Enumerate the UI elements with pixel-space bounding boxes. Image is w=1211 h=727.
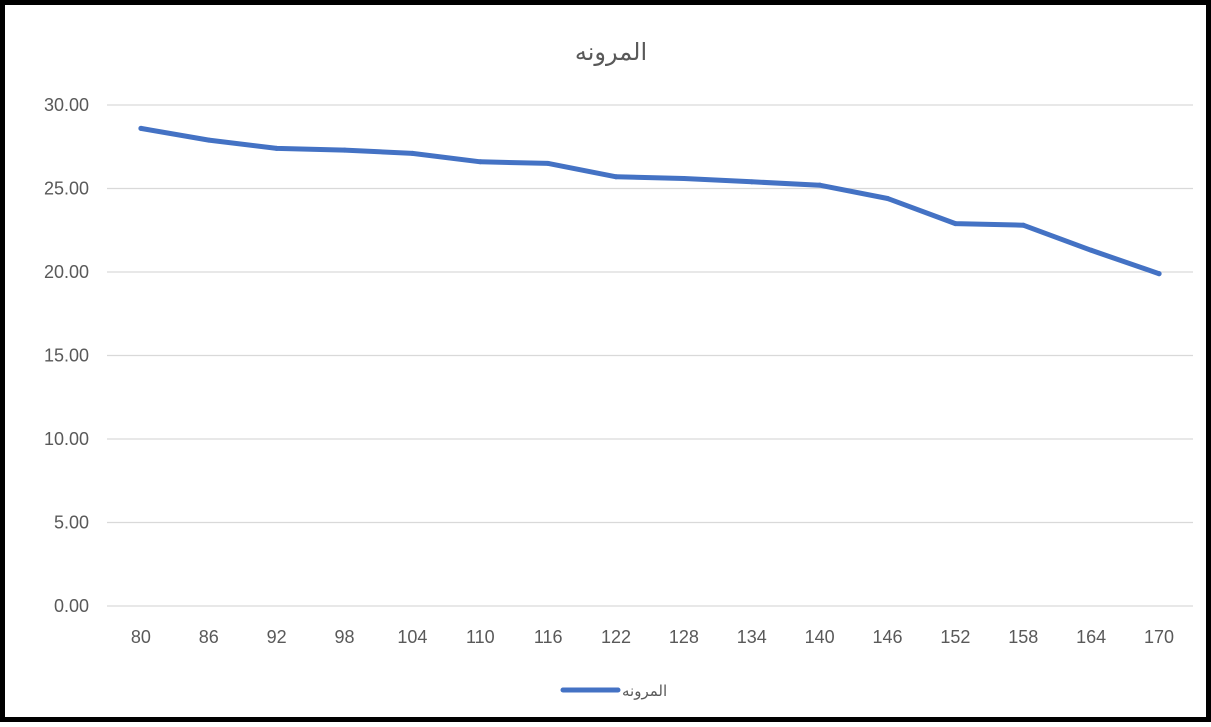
x-tick-label: 128 (669, 627, 699, 647)
data-point (681, 175, 687, 181)
x-axis-ticks: 80 86 92 98 104 110 116 122 128 134 140 146 152 158 16… (131, 627, 1174, 647)
x-tick-label: 134 (737, 627, 767, 647)
data-point (138, 125, 144, 131)
x-tick-label: 170 (1144, 627, 1174, 647)
y-tick-label: 25.00 (44, 179, 89, 199)
y-tick-label: 30.00 (44, 95, 89, 115)
x-tick-label: 104 (397, 627, 427, 647)
data-point (1020, 222, 1026, 228)
line-chart: المرونه 0.00 5.00 10.00 15.00 20.00 25.00 30.0… (44, 38, 1193, 700)
legend: المرونه (560, 682, 667, 700)
y-tick-label: 10.00 (44, 429, 89, 449)
x-tick-label: 110 (466, 627, 495, 647)
series-line (138, 125, 1162, 277)
gridlines (107, 104, 1193, 607)
x-tick-label: 122 (601, 627, 631, 647)
data-point (885, 196, 891, 202)
x-tick-label: 164 (1076, 627, 1106, 647)
data-point (613, 174, 619, 180)
x-tick-label: 80 (131, 627, 151, 647)
y-tick-label: 5.00 (54, 513, 89, 533)
data-point (749, 179, 755, 185)
x-tick-label: 152 (940, 627, 970, 647)
x-tick-label: 146 (873, 627, 903, 647)
chart-title: المرونه (575, 38, 647, 66)
data-point (1088, 247, 1094, 253)
x-tick-label: 116 (534, 627, 563, 647)
data-point (409, 150, 415, 156)
data-point (477, 159, 483, 165)
x-tick-label: 98 (335, 627, 355, 647)
data-point (817, 182, 823, 188)
x-tick-label: 86 (199, 627, 219, 647)
data-point (545, 160, 551, 166)
data-point (1156, 271, 1162, 277)
data-point (952, 221, 958, 227)
x-tick-label: 140 (805, 627, 835, 647)
data-point (274, 145, 280, 151)
y-tick-label: 0.00 (54, 596, 89, 616)
series-layer (138, 125, 1162, 277)
y-tick-label: 15.00 (44, 346, 89, 366)
x-tick-label: 158 (1008, 627, 1038, 647)
y-tick-label: 20.00 (44, 262, 89, 282)
data-point (206, 137, 212, 143)
y-axis-ticks: 0.00 5.00 10.00 15.00 20.00 25.00 30.00 (44, 95, 89, 616)
data-point (342, 147, 348, 153)
x-tick-label: 92 (267, 627, 287, 647)
legend-label: المرونه (622, 682, 667, 700)
